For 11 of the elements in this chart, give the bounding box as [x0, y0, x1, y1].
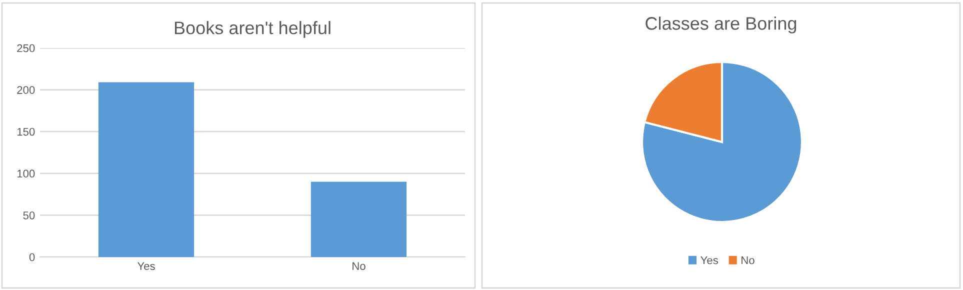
- pie-slice: [640, 60, 804, 224]
- y-tick-label: 50: [23, 211, 35, 220]
- y-tick-label: 200: [17, 86, 35, 94]
- chart-title: Books aren't helpful: [174, 21, 330, 38]
- legend-label: No: [742, 256, 754, 264]
- y-tick-label: 0: [29, 253, 35, 262]
- y-tick-label: 100: [17, 170, 35, 178]
- chart-title: Classes are Boring: [646, 16, 796, 34]
- y-tick-label: 250: [17, 44, 35, 52]
- legend-label: Yes: [700, 256, 718, 264]
- y-tick-label: 150: [17, 128, 35, 136]
